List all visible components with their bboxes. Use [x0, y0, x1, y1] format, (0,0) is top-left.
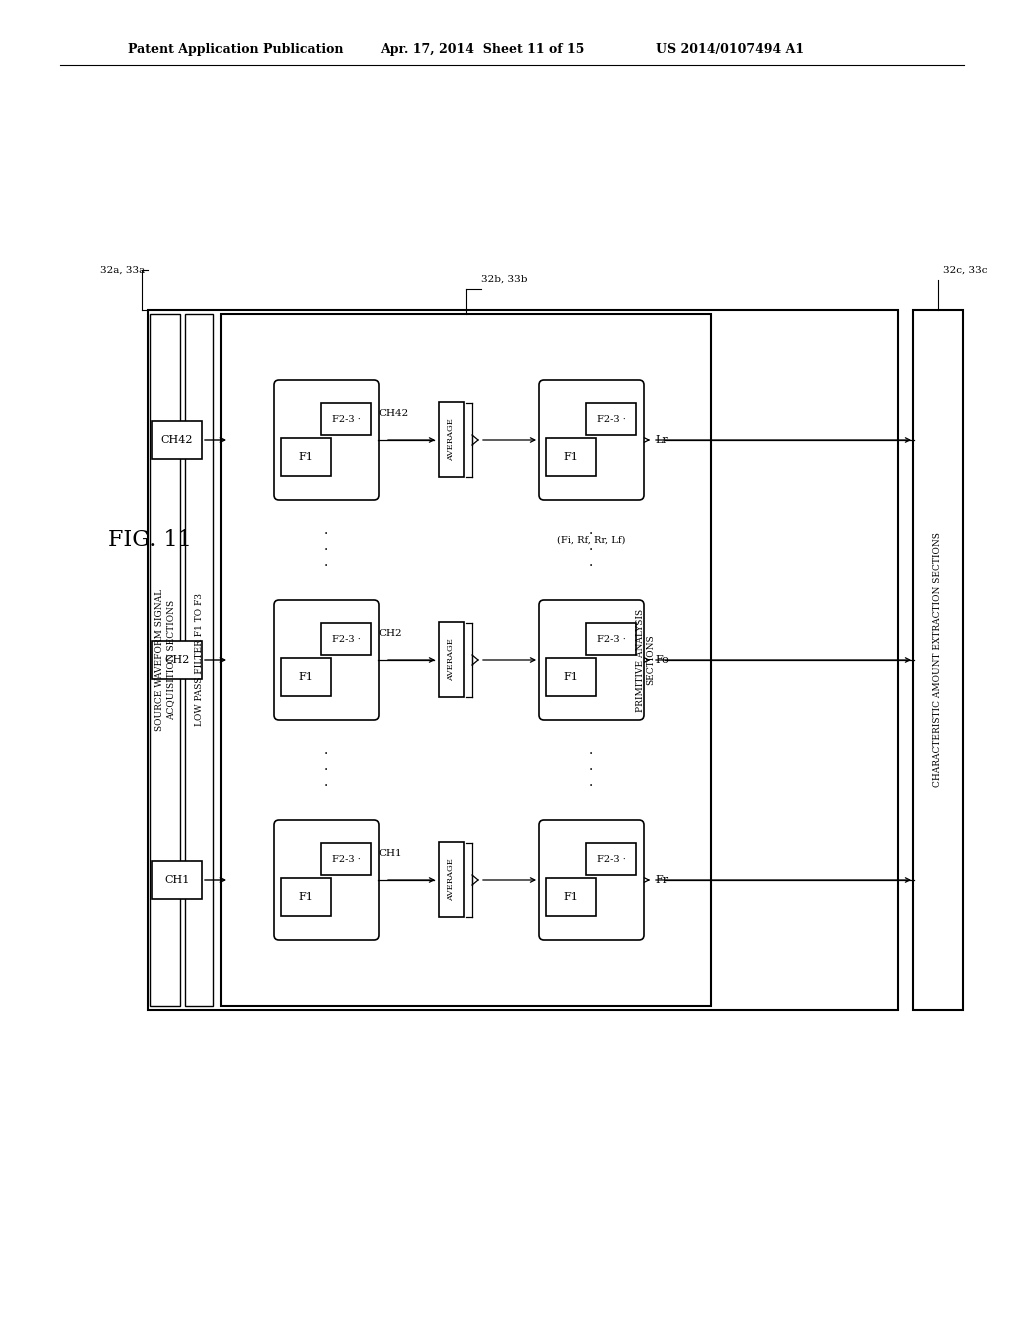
Text: AVERAGE: AVERAGE: [447, 418, 455, 462]
Text: CH1: CH1: [378, 849, 401, 858]
Text: PRIMITIVE ANALYSIS
SECTIONS: PRIMITIVE ANALYSIS SECTIONS: [636, 609, 655, 711]
Bar: [586, 623, 636, 655]
Bar: [152, 642, 202, 678]
Text: CH1: CH1: [164, 875, 189, 884]
FancyBboxPatch shape: [274, 601, 379, 719]
Text: AVERAGE: AVERAGE: [447, 858, 455, 902]
FancyBboxPatch shape: [274, 820, 379, 940]
Bar: [586, 843, 636, 875]
FancyBboxPatch shape: [539, 820, 644, 940]
Text: F1: F1: [299, 451, 313, 462]
Text: F2-3 ·: F2-3 ·: [332, 414, 360, 424]
Text: SOURCE WAVEFORM SIGNAL
ACQUISITION SECTIONS: SOURCE WAVEFORM SIGNAL ACQUISITION SECTI…: [156, 589, 175, 731]
Bar: [281, 438, 331, 477]
FancyBboxPatch shape: [539, 380, 644, 500]
Text: (Fi, Rf, Rr, Lf): (Fi, Rf, Rr, Lf): [557, 536, 626, 544]
Text: F2-3 ·: F2-3 ·: [332, 635, 360, 644]
Bar: [281, 878, 331, 916]
Text: Lr: Lr: [655, 436, 668, 445]
FancyBboxPatch shape: [539, 601, 644, 719]
Text: F1: F1: [299, 892, 313, 902]
Bar: [148, 310, 898, 1010]
Bar: [439, 842, 464, 917]
Text: F1: F1: [299, 672, 313, 682]
Text: ·
·
·: · · ·: [324, 747, 328, 793]
Text: CH42: CH42: [378, 408, 409, 417]
Text: LOW PASS FILTER F1 TO F3: LOW PASS FILTER F1 TO F3: [195, 594, 204, 726]
Bar: [221, 314, 711, 1006]
Text: F1: F1: [563, 892, 579, 902]
Text: 32c, 33c: 32c, 33c: [943, 267, 987, 275]
Text: CH42: CH42: [161, 436, 194, 445]
Bar: [546, 657, 596, 696]
Bar: [439, 622, 464, 697]
Bar: [586, 403, 636, 436]
Bar: [281, 657, 331, 696]
Text: F1: F1: [563, 451, 579, 462]
Text: Fo: Fo: [655, 655, 669, 665]
Bar: [913, 310, 963, 1010]
Text: F2-3 ·: F2-3 ·: [597, 414, 626, 424]
Text: F1: F1: [563, 672, 579, 682]
Bar: [150, 314, 180, 1006]
Text: CH2: CH2: [378, 628, 401, 638]
Text: CH2: CH2: [164, 655, 189, 665]
Text: F2-3 ·: F2-3 ·: [597, 854, 626, 863]
Bar: [321, 623, 371, 655]
Text: US 2014/0107494 A1: US 2014/0107494 A1: [656, 44, 804, 57]
Text: FIG. 11: FIG. 11: [108, 529, 191, 550]
Bar: [321, 843, 371, 875]
Bar: [152, 861, 202, 899]
Text: F2-3 ·: F2-3 ·: [332, 854, 360, 863]
Text: CHARACTERISTIC AMOUNT EXTRACTION SECTIONS: CHARACTERISTIC AMOUNT EXTRACTION SECTION…: [934, 532, 942, 788]
FancyBboxPatch shape: [274, 380, 379, 500]
Bar: [546, 878, 596, 916]
Text: ·
·
·: · · ·: [589, 747, 593, 793]
Text: F2-3 ·: F2-3 ·: [597, 635, 626, 644]
Bar: [321, 403, 371, 436]
Bar: [152, 421, 202, 459]
Text: Apr. 17, 2014  Sheet 11 of 15: Apr. 17, 2014 Sheet 11 of 15: [380, 44, 585, 57]
Text: 32b, 33b: 32b, 33b: [481, 275, 527, 284]
Text: Fr: Fr: [655, 875, 668, 884]
Text: ·
·
·: · · ·: [589, 527, 593, 573]
Bar: [546, 438, 596, 477]
Bar: [439, 403, 464, 477]
Bar: [185, 314, 213, 1006]
Text: AVERAGE: AVERAGE: [447, 639, 455, 681]
Text: ·
·
·: · · ·: [324, 527, 328, 573]
Text: 32a, 33a: 32a, 33a: [99, 265, 145, 275]
Text: Patent Application Publication: Patent Application Publication: [128, 44, 343, 57]
